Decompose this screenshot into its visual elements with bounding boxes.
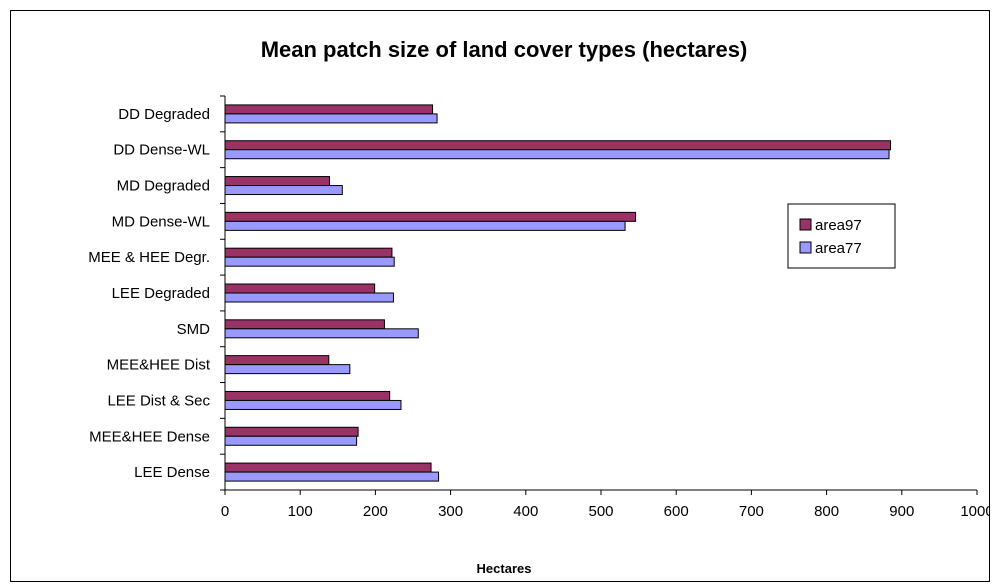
x-tick-label: 200 — [363, 503, 388, 520]
legend-box — [787, 203, 896, 269]
category-label: MEE & HEE Degr. — [88, 249, 210, 266]
category-label: MEE&HEE Dense — [89, 428, 210, 445]
category-label: MEE&HEE Dist — [107, 357, 211, 374]
bar-area97 — [224, 319, 385, 330]
legend-swatch-area97 — [799, 218, 812, 231]
legend-label-area97: area97 — [815, 217, 862, 234]
x-tick-label: 800 — [814, 503, 839, 520]
category-label: LEE Dist & Sec — [107, 392, 210, 409]
category-label: LEE Dense — [134, 464, 210, 481]
category-label: DD Degraded — [118, 106, 210, 123]
chart-frame: Mean patch size of land cover types (hec… — [10, 10, 990, 582]
bar-area97 — [224, 283, 376, 294]
x-tick-label: 600 — [664, 503, 689, 520]
x-tick-label: 400 — [513, 503, 538, 520]
bar-area97 — [224, 390, 391, 401]
category-label: SMD — [177, 321, 211, 338]
bar-area77 — [224, 399, 402, 410]
x-tick-label: 900 — [889, 503, 914, 520]
bar-area77 — [224, 292, 394, 303]
bar-area97 — [224, 104, 434, 115]
bar-area77 — [224, 328, 419, 339]
x-tick-label: 0 — [221, 503, 229, 520]
bar-area77 — [224, 149, 890, 160]
x-axis-label: Hectares — [477, 561, 532, 576]
bar-area97 — [224, 462, 432, 473]
x-tick-label: 1000 — [960, 503, 990, 520]
x-tick-label: 700 — [739, 503, 764, 520]
bar-area77 — [224, 220, 626, 231]
bar-area77 — [224, 364, 351, 375]
category-label: MD Dense-WL — [112, 213, 210, 230]
bar-area77 — [224, 435, 358, 446]
bar-area77 — [224, 256, 395, 267]
category-label: LEE Degraded — [112, 285, 210, 302]
x-tick-label: 100 — [288, 503, 313, 520]
x-tick-label: 300 — [438, 503, 463, 520]
legend-swatch-area77 — [799, 241, 812, 254]
bar-area97 — [224, 211, 637, 222]
chart-title: Mean patch size of land cover types (hec… — [261, 37, 748, 62]
bar-area97 — [224, 176, 331, 187]
category-label: DD Dense-WL — [113, 142, 210, 159]
bar-area77 — [224, 471, 440, 482]
bar-area97 — [224, 140, 892, 151]
bar-area97 — [224, 247, 393, 258]
x-tick-label: 500 — [588, 503, 613, 520]
bar-area77 — [224, 185, 343, 196]
bar-area97 — [224, 426, 359, 437]
bar-area77 — [224, 113, 438, 124]
category-label: MD Degraded — [117, 178, 210, 195]
bar-area97 — [224, 355, 330, 366]
legend: area97 area77 — [787, 203, 896, 269]
bar-chart: Mean patch size of land cover types (hec… — [88, 37, 990, 576]
legend-label-area77: area77 — [815, 240, 862, 257]
plot-area: DD Degraded DD Dense-WL MD Degraded MD Dens… — [88, 95, 990, 520]
